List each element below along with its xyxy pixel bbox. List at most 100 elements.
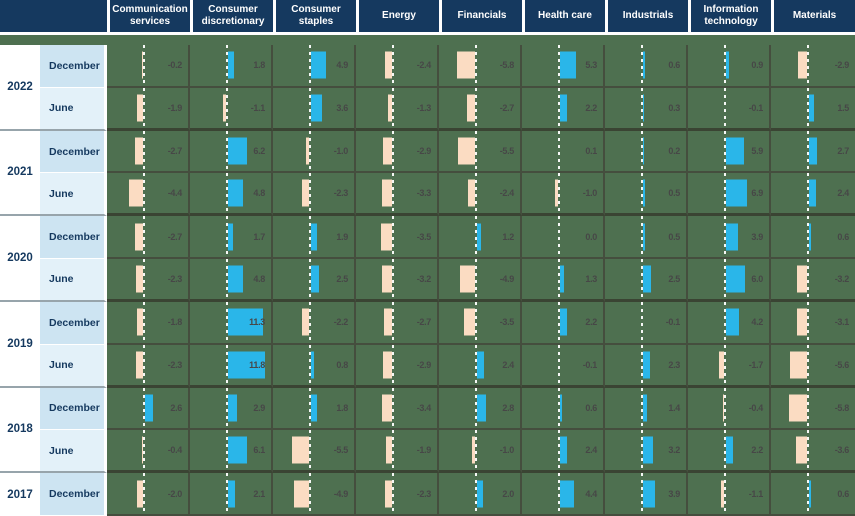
cell-value: -1.0 (582, 188, 598, 199)
cell-value: 1.9 (336, 231, 348, 242)
column-header-label: Communication services (112, 4, 188, 27)
cell-value: 5.3 (585, 60, 597, 71)
cell-value: 0.6 (837, 231, 849, 242)
cell-value: 0.9 (751, 60, 763, 71)
data-cell: -1.0 (522, 173, 605, 217)
value-bar (477, 394, 486, 422)
cell-value: 1.3 (585, 273, 597, 284)
cell-value: -5.8 (499, 60, 515, 71)
data-cell: 6.9 (688, 173, 771, 217)
data-cell: 1.8 (273, 387, 356, 431)
data-cell: -1.1 (190, 87, 273, 131)
data-cell: 6.1 (190, 430, 273, 474)
data-cell: 1.2 (439, 216, 522, 260)
cell-value: 6.0 (751, 273, 763, 284)
zero-axis-line (475, 344, 477, 385)
zero-axis-line (475, 473, 477, 514)
zero-axis-line (724, 430, 726, 471)
year-label-2019: 2019 (0, 301, 40, 388)
value-bar (809, 94, 814, 122)
value-bar (789, 351, 807, 379)
column-header-label: Financials (457, 10, 507, 21)
value-bar (471, 436, 475, 464)
zero-axis-line (143, 301, 145, 343)
cell-value: -5.5 (333, 445, 349, 456)
month-label-december: December (40, 387, 107, 431)
value-bar (726, 223, 739, 251)
data-cell: 11.3 (190, 301, 273, 345)
zero-axis-line (143, 87, 145, 128)
cell-value: -2.2 (333, 317, 349, 328)
column-header-label: Health care (538, 10, 592, 21)
data-cell: -3.3 (356, 173, 439, 217)
zero-axis-line (309, 87, 311, 128)
zero-axis-line (309, 301, 311, 343)
month-label-june: June (40, 344, 107, 388)
data-cell: -2.9 (771, 45, 855, 88)
cell-value: -2.4 (499, 188, 515, 199)
data-cell: 2.8 (439, 387, 522, 431)
value-bar (311, 223, 317, 251)
data-cell: 0.8 (273, 344, 356, 388)
data-cell: -4.4 (107, 173, 190, 217)
data-cell: -0.1 (688, 87, 771, 131)
zero-axis-line (724, 387, 726, 429)
cell-value: -2.7 (167, 146, 183, 157)
data-cell: -3.1 (771, 301, 855, 345)
data-cell: -2.7 (107, 130, 190, 174)
column-header-materials: Materials (771, 0, 855, 32)
value-bar (560, 94, 567, 122)
data-cell: 0.6 (605, 45, 688, 88)
cell-value: -5.5 (499, 146, 515, 157)
data-cell: 4.9 (273, 45, 356, 88)
zero-axis-line (641, 216, 643, 258)
zero-axis-line (807, 87, 809, 128)
zero-axis-line (724, 173, 726, 214)
zero-axis-line (226, 387, 228, 429)
zero-axis-line (724, 344, 726, 385)
zero-axis-line (558, 301, 560, 343)
value-bar (311, 265, 319, 293)
cell-value: 1.8 (253, 60, 265, 71)
cell-value: -3.4 (416, 402, 432, 413)
value-bar (383, 308, 392, 336)
zero-axis-line (558, 45, 560, 86)
value-bar (643, 480, 656, 508)
cell-value: 4.2 (751, 317, 763, 328)
column-header-health-care: Health care (522, 0, 605, 32)
value-bar (809, 223, 811, 251)
zero-axis-line (309, 216, 311, 258)
zero-axis-line (641, 473, 643, 514)
data-cell: 0.6 (771, 216, 855, 260)
zero-axis-line (724, 301, 726, 343)
zero-axis-line (226, 173, 228, 214)
cell-value: -1.9 (167, 102, 183, 113)
cell-value: 4.8 (253, 273, 265, 284)
cell-value: 0.2 (668, 146, 680, 157)
value-bar (643, 137, 644, 165)
cell-value: 1.8 (336, 402, 348, 413)
value-bar (311, 351, 314, 379)
data-cell: 1.3 (522, 259, 605, 302)
zero-axis-line (641, 344, 643, 385)
value-bar (135, 265, 143, 293)
month-label-december: December (40, 216, 107, 260)
data-cell: 2.1 (190, 473, 273, 516)
column-header-financials: Financials (439, 0, 522, 32)
data-cell: -0.4 (688, 387, 771, 431)
zero-axis-line (226, 216, 228, 258)
value-bar (457, 137, 475, 165)
data-cell: 2.7 (771, 130, 855, 174)
zero-axis-line (475, 259, 477, 299)
data-cell: 2.3 (605, 344, 688, 388)
value-bar (643, 265, 651, 293)
cell-value: -2.4 (416, 60, 432, 71)
value-bar (643, 51, 645, 79)
value-bar (720, 480, 724, 508)
value-bar (726, 308, 739, 336)
data-cell: -2.2 (273, 301, 356, 345)
zero-axis-line (226, 87, 228, 128)
value-bar (228, 480, 235, 508)
cell-value: 2.0 (502, 488, 514, 499)
zero-axis-line (807, 173, 809, 214)
